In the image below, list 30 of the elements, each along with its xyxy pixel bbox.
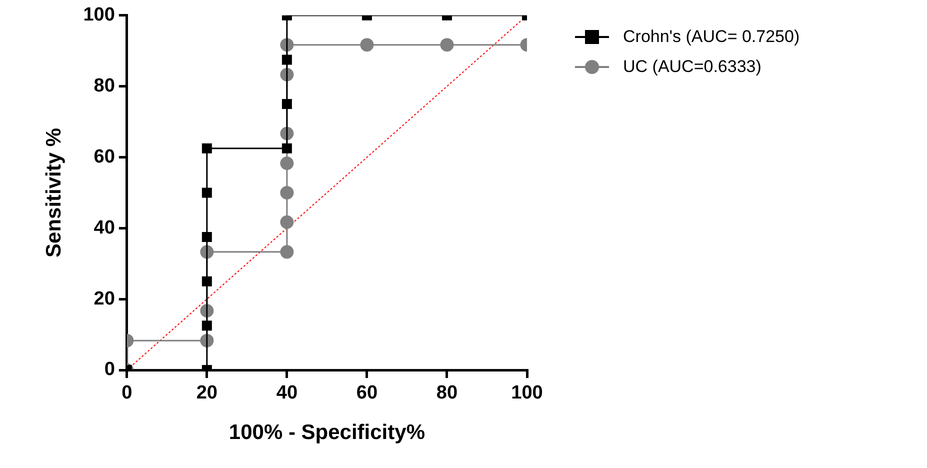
legend-label: UC (AUC=0.6333) — [623, 57, 762, 77]
point — [280, 245, 294, 259]
x-tick-label: 40 — [276, 382, 298, 404]
x-tick-label: 60 — [356, 382, 378, 404]
y-tick-label: 20 — [94, 288, 115, 310]
legend-label: Crohn's (AUC= 0.7250) — [623, 27, 800, 47]
point — [282, 143, 292, 154]
y-tick-label: 60 — [94, 146, 115, 168]
point — [282, 99, 292, 110]
point — [280, 186, 294, 200]
point — [280, 156, 294, 170]
y-tick-label: 40 — [94, 217, 115, 238]
point — [202, 320, 212, 331]
y-axis-title: Sensitivity % — [42, 128, 66, 258]
point — [202, 188, 212, 198]
point — [440, 38, 454, 52]
point — [202, 276, 212, 286]
point — [202, 232, 212, 242]
point — [360, 38, 374, 52]
x-tick-label: 20 — [196, 382, 218, 404]
point — [282, 54, 292, 65]
y-tick-label: 0 — [104, 359, 115, 380]
x-tick-label: 80 — [436, 382, 458, 404]
y-tick-label: 80 — [94, 76, 115, 97]
point — [202, 143, 212, 154]
y-tick-label: 100 — [83, 4, 115, 26]
point — [280, 215, 294, 229]
x-axis-title: 100% - Specificity% — [228, 421, 426, 444]
x-tick-label: 0 — [122, 382, 132, 404]
x-tick-label: 100 — [511, 382, 543, 404]
